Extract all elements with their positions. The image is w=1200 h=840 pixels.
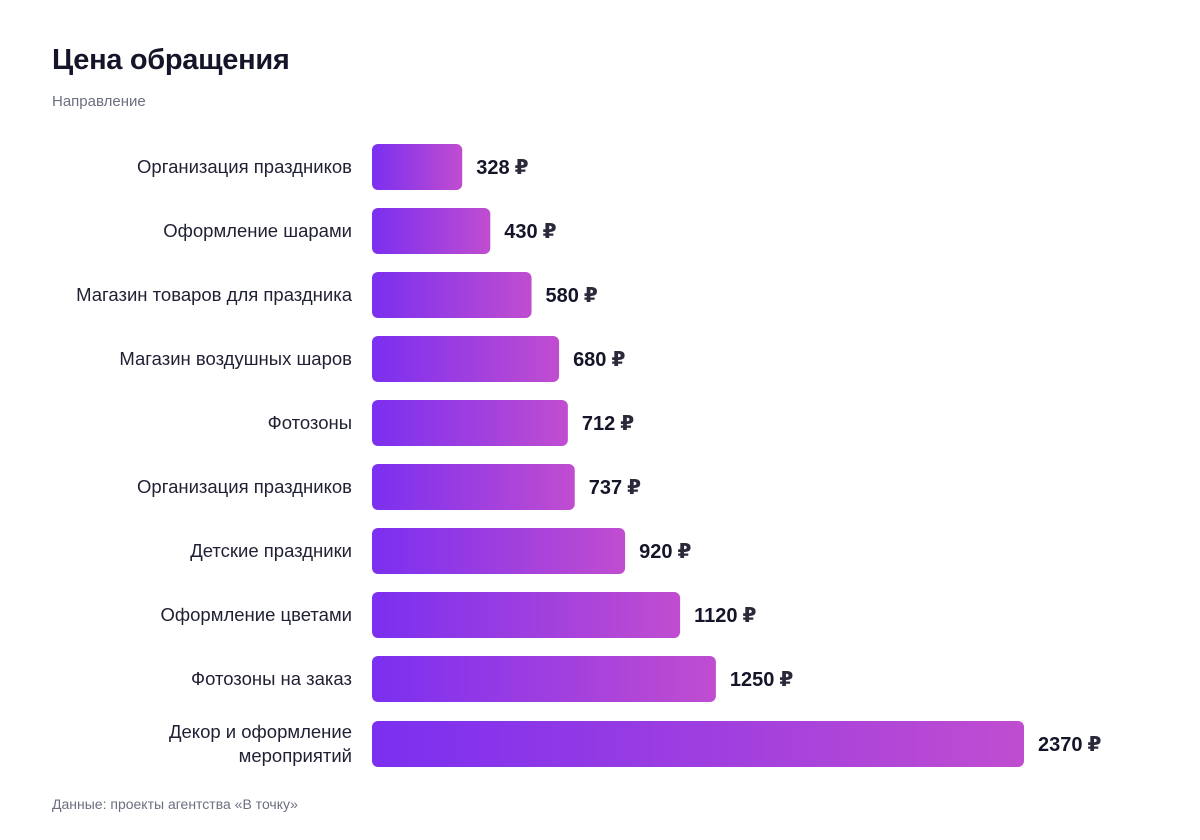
bar-10 [372,721,1024,767]
category-label-7: Детские праздники [190,540,352,561]
bars-group: Организация праздников 328 ₽ Оформление шар… [76,144,1102,767]
chart-subtitle: Направление [52,93,146,110]
bar-5 [372,400,568,446]
bar-4 [372,336,560,382]
value-label-2: 430 ₽ [504,221,556,243]
value-label-10: 2370 ₽ [1038,734,1102,756]
bar-9 [372,656,716,702]
value-label-5: 712 ₽ [582,413,634,435]
category-label-5: Фотозоны [268,412,352,433]
chart-source-note: Данные: проекты агентства «В точку» [52,796,298,812]
category-label-10: Декор и оформление мероприятий [169,721,352,766]
bar-8 [372,592,681,638]
category-label-3: Магазин товаров для праздника [76,284,353,305]
bar-7 [372,528,626,574]
category-label-9: Фотозоны на заказ [191,668,352,689]
category-label-1: Организация праздников [137,156,352,177]
bar-3 [372,272,532,318]
value-label-7: 920 ₽ [639,541,691,563]
bar-1 [372,144,463,190]
value-label-9: 1250 ₽ [730,669,794,691]
category-label-4: Магазин воздушных шаров [119,348,352,369]
category-label-8: Оформление цветами [161,604,352,625]
value-label-1: 328 ₽ [476,157,528,179]
value-label-3: 580 ₽ [546,285,598,307]
bar-2 [372,208,491,254]
value-label-6: 737 ₽ [589,477,641,499]
value-label-8: 1120 ₽ [694,605,756,627]
chart-title: Цена обращения [52,44,290,76]
category-label-2: Оформление шарами [163,220,352,241]
bar-6 [372,464,575,510]
value-label-4: 680 ₽ [573,349,625,371]
category-label-6: Организация праздников [137,476,352,497]
